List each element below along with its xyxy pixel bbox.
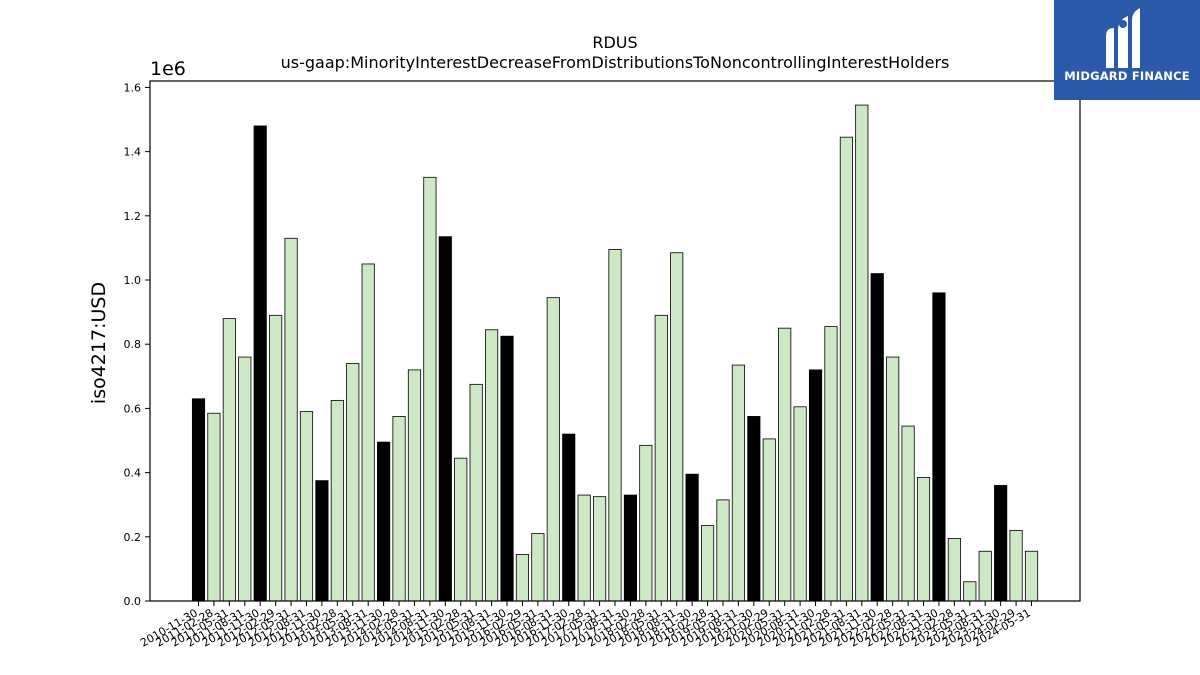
bar-2012-11-30 [315,480,329,602]
x-axis-ticks: 2010-11-302011-02-282011-05-312011-08-31… [138,601,1033,650]
bar-2022-02-28 [886,356,900,602]
bar-2019-02-28 [700,525,715,602]
y-tick-label: 0.2 [124,531,142,544]
bar-2012-08-31 [299,411,314,602]
bar-2015-08-31 [485,329,499,602]
logo-text: MIDGARD FINANCE [1064,69,1190,83]
bar-2020-02-29 [762,438,776,602]
bar-2023-11-30 [994,485,1008,602]
y-tick-label: 1.2 [124,210,142,223]
bar-2024-02-29 [1009,529,1023,602]
y-axis-label: iso4217:USD [88,282,110,404]
bar-2022-11-30 [932,292,946,602]
bar-2022-05-31 [901,425,915,602]
bar-2014-11-30 [438,236,452,602]
bar-2016-02-29 [515,554,530,602]
bar-2018-05-31 [654,314,668,602]
bar-2014-08-31 [423,176,437,602]
y-tick-label: 0.8 [124,338,142,351]
midgard-finance-logo: MIDGARD FINANCE [1054,0,1200,100]
bar-2021-05-31 [839,136,853,602]
bar-2018-02-28 [639,444,653,602]
bar-2012-05-31 [284,237,298,602]
bar-2015-11-30 [500,335,514,602]
bar-2023-02-28 [947,538,961,602]
midgard-logo-icon [1106,8,1140,68]
bar-2011-08-31 [238,356,252,602]
chart-title: RDUS [592,33,637,52]
bar-2017-11-30 [623,494,638,602]
bar-2016-11-30 [562,433,576,602]
y-scale-label: 1e6 [150,58,186,80]
bar-2016-08-31 [546,297,560,602]
bar-2021-02-28 [824,326,838,602]
bar-2013-11-30 [377,441,391,602]
bar-2011-02-28 [207,412,221,602]
bar-2016-05-31 [531,533,545,602]
bar-2021-08-31 [855,104,869,602]
bars-group [191,104,1039,602]
bar-2015-05-31 [469,383,483,602]
bar-2017-02-28 [577,494,591,602]
bar-2023-08-31 [978,550,992,602]
bar-2012-02-29 [269,314,283,602]
bar-2011-11-30 [253,125,267,602]
bar-2020-05-31 [778,327,792,602]
bar-2018-08-31 [670,252,684,602]
bar-2010-11-30 [191,398,206,602]
bar-2020-08-31 [793,406,807,602]
bar-2017-05-31 [593,496,607,602]
bar-2014-02-28 [392,416,406,602]
y-axis-ticks: 0.0 0.2 0.4 0.6 0.8 1.0 1.2 1.4 1.6 [124,81,150,608]
bar-2019-08-31 [731,364,745,602]
y-tick-label: 0.0 [124,595,142,608]
bar-2013-02-28 [330,399,344,602]
bar-2013-08-31 [361,263,375,602]
bar-2017-08-31 [608,249,622,602]
bar-2019-05-31 [716,499,730,602]
chart-subtitle: us-gaap:MinorityInterestDecreaseFromDist… [281,53,950,72]
bar-2021-11-30 [870,273,884,602]
bar-2015-02-28 [454,457,468,602]
y-tick-label: 1.4 [124,146,142,159]
y-tick-label: 1.6 [124,81,142,94]
y-tick-label: 1.0 [124,274,142,287]
bar-2022-08-31 [916,477,931,602]
bar-2019-11-30 [747,416,761,602]
bar-2014-05-31 [407,369,422,602]
y-tick-label: 0.4 [124,467,142,480]
plot-frame [149,80,1081,602]
bar-2011-05-31 [222,318,236,602]
bar-2013-05-31 [346,363,360,602]
bar-2018-11-30 [685,473,699,602]
bar-2024-05-31 [1024,550,1039,602]
bar-2023-05-31 [963,581,977,602]
bar-2020-11-30 [808,369,823,602]
y-tick-label: 0.6 [124,402,142,415]
